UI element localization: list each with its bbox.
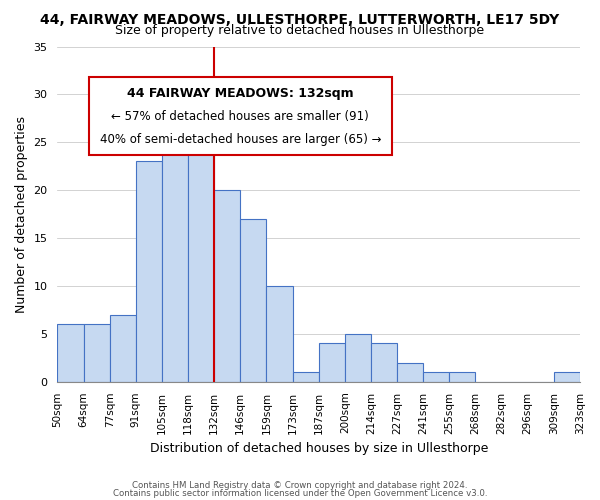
Bar: [449, 372, 475, 382]
Text: Contains public sector information licensed under the Open Government Licence v3: Contains public sector information licen…: [113, 488, 487, 498]
Bar: [371, 344, 397, 382]
Text: ← 57% of detached houses are smaller (91): ← 57% of detached houses are smaller (91…: [112, 110, 369, 122]
Bar: [266, 286, 293, 382]
Bar: [136, 162, 162, 382]
Bar: [397, 362, 423, 382]
Bar: [188, 114, 214, 382]
Y-axis label: Number of detached properties: Number of detached properties: [15, 116, 28, 312]
Bar: [319, 344, 345, 382]
Bar: [110, 315, 136, 382]
Bar: [554, 372, 580, 382]
Bar: [83, 324, 110, 382]
Text: Contains HM Land Registry data © Crown copyright and database right 2024.: Contains HM Land Registry data © Crown c…: [132, 481, 468, 490]
FancyBboxPatch shape: [89, 76, 392, 156]
X-axis label: Distribution of detached houses by size in Ullesthorpe: Distribution of detached houses by size …: [149, 442, 488, 455]
Bar: [241, 219, 266, 382]
Bar: [162, 123, 188, 382]
Bar: [345, 334, 371, 382]
Text: 44 FAIRWAY MEADOWS: 132sqm: 44 FAIRWAY MEADOWS: 132sqm: [127, 86, 353, 100]
Bar: [58, 324, 83, 382]
Text: Size of property relative to detached houses in Ullesthorpe: Size of property relative to detached ho…: [115, 24, 485, 37]
Text: 40% of semi-detached houses are larger (65) →: 40% of semi-detached houses are larger (…: [100, 132, 381, 145]
Bar: [293, 372, 319, 382]
Bar: [214, 190, 241, 382]
Bar: [423, 372, 449, 382]
Text: 44, FAIRWAY MEADOWS, ULLESTHORPE, LUTTERWORTH, LE17 5DY: 44, FAIRWAY MEADOWS, ULLESTHORPE, LUTTER…: [40, 12, 560, 26]
